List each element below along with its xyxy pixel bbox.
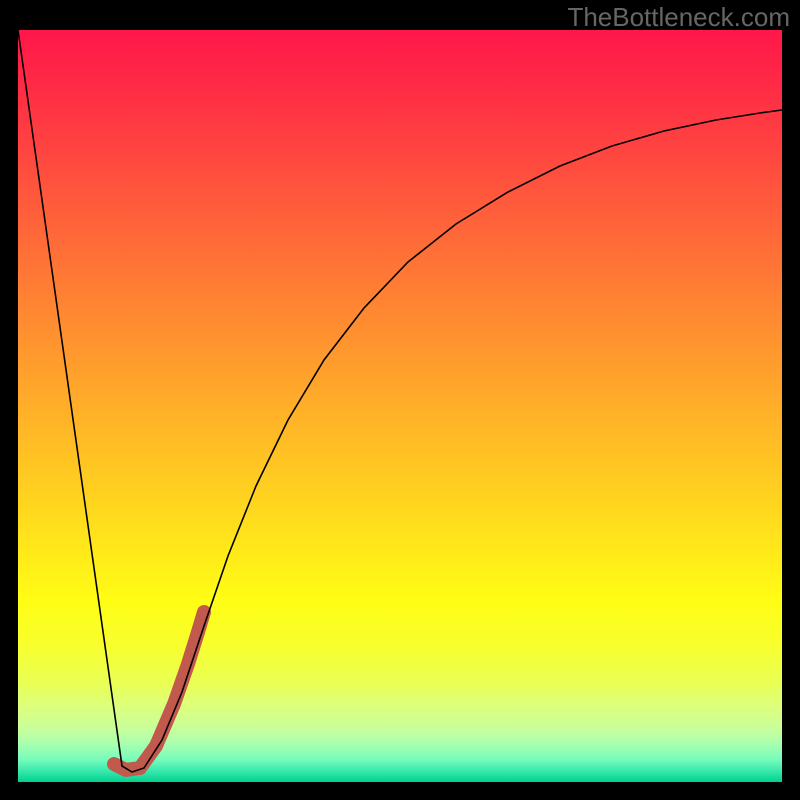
gradient-background — [18, 30, 782, 782]
chart-svg — [0, 0, 800, 800]
bottleneck-chart: TheBottleneck.com — [0, 0, 800, 800]
watermark-text: TheBottleneck.com — [567, 2, 790, 33]
